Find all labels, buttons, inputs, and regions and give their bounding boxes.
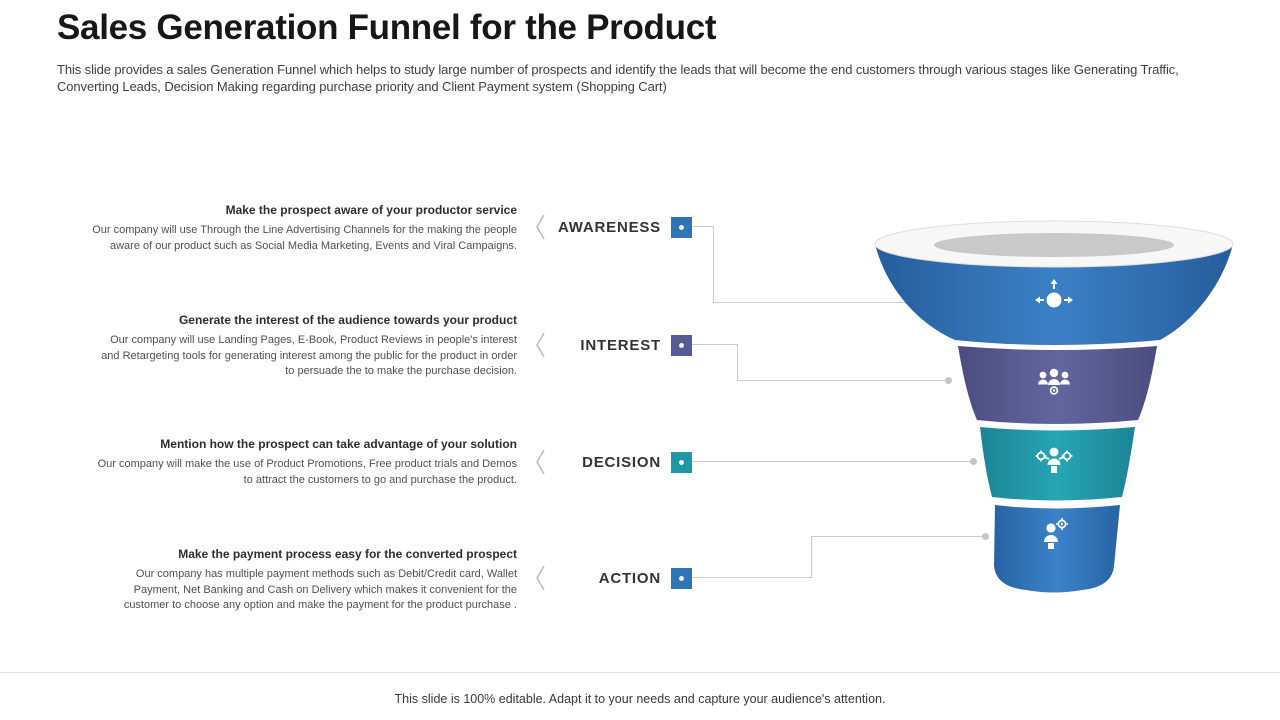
connector-line — [692, 577, 812, 578]
stage-label-action: ACTION — [598, 569, 661, 587]
stage-label-row-awareness: AWARENESS — [534, 213, 692, 241]
connector-line — [692, 344, 738, 345]
footer-note: This slide is 100% editable. Adapt it to… — [394, 692, 886, 706]
slide-subtitle: This slide provides a sales Generation F… — [57, 62, 1179, 95]
stage-label-interest: INTEREST — [580, 336, 661, 354]
stage-label-decision: DECISION — [582, 453, 661, 471]
person-gear-icon — [1044, 518, 1068, 549]
stage-block-decision: Mention how the prospect can take advant… — [90, 437, 517, 488]
audience-icon — [1038, 368, 1070, 395]
stage-block-awareness: Make the prospect aware of your producto… — [90, 203, 517, 254]
connector-line — [713, 226, 714, 303]
stage-description: Our company will make the use of Product… — [97, 458, 517, 486]
stage-block-action: Make the payment process easy for the co… — [90, 547, 517, 614]
mind-arrows-icon — [1035, 279, 1073, 308]
stage-marker-action — [671, 567, 692, 589]
connector-line — [737, 344, 738, 381]
connector-line — [692, 226, 714, 227]
connector-dot — [982, 533, 989, 540]
stage-block-interest: Generate the interest of the audience to… — [90, 313, 517, 380]
stage-description: Our company will use Landing Pages, E-Bo… — [101, 334, 517, 378]
stage-label-row-decision: DECISION — [534, 448, 692, 476]
chevron-left-icon — [536, 332, 545, 358]
sales-funnel-graphic — [868, 218, 1240, 610]
stage-heading: Make the prospect aware of your producto… — [225, 203, 517, 217]
stage-heading: Generate the interest of the audience to… — [178, 313, 517, 327]
stage-heading: Make the payment process easy for the co… — [178, 547, 517, 561]
connector-dot — [945, 377, 952, 384]
slide-title: Sales Generation Funnel for the Product — [57, 8, 717, 47]
connector-line — [692, 461, 974, 462]
chevron-left-icon — [536, 214, 545, 240]
chevron-left-icon — [536, 565, 545, 591]
stage-marker-decision — [671, 451, 692, 473]
footer-divider — [0, 672, 1280, 673]
connector-line — [811, 536, 986, 537]
stage-label-row-action: ACTION — [534, 564, 692, 592]
stage-heading: Mention how the prospect can take advant… — [160, 437, 517, 451]
person-gears-icon — [1035, 447, 1073, 473]
funnel-svg — [874, 220, 1234, 593]
stage-label-row-interest: INTEREST — [534, 331, 692, 359]
stage-marker-interest — [671, 334, 692, 356]
connector-line — [811, 537, 812, 578]
stage-description: Our company has multiple payment methods… — [123, 568, 517, 612]
stage-marker-awareness — [671, 216, 692, 238]
chevron-left-icon — [536, 449, 545, 475]
stage-description: Our company will use Through the Line Ad… — [92, 224, 517, 252]
connector-line — [737, 380, 949, 381]
stage-label-awareness: AWARENESS — [557, 218, 661, 236]
funnel-segment-action — [994, 505, 1120, 593]
connector-dot — [970, 458, 977, 465]
connector-line — [713, 302, 912, 303]
funnel-inner-ellipse — [934, 233, 1174, 257]
